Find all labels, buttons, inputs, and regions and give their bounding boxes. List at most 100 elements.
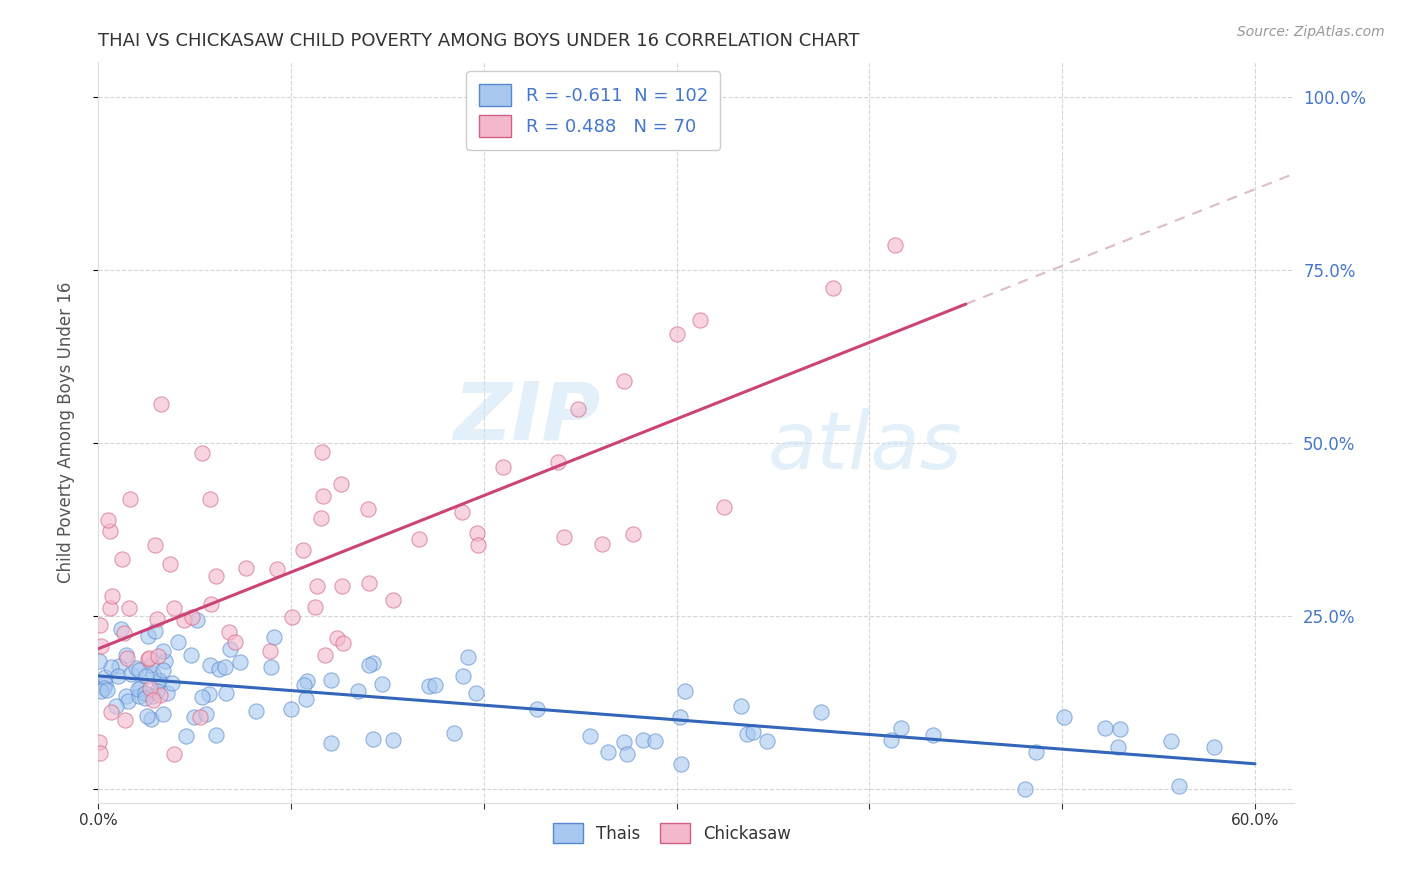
- Thais: [228, 655, 250, 669]
- Thais: [135, 708, 157, 723]
- Chickasaw: [143, 538, 166, 552]
- Thais: [668, 710, 690, 724]
- Chickasaw: [163, 601, 186, 615]
- Chickasaw: [613, 375, 636, 389]
- Thais: [292, 678, 315, 692]
- Chickasaw: [666, 327, 689, 342]
- Chickasaw: [218, 624, 240, 639]
- Text: Source: ZipAtlas.com: Source: ZipAtlas.com: [1237, 25, 1385, 39]
- Thais: [363, 732, 385, 747]
- Chickasaw: [101, 590, 124, 604]
- Thais: [180, 648, 202, 663]
- Chickasaw: [188, 710, 211, 724]
- Chickasaw: [326, 631, 349, 645]
- Thais: [363, 656, 385, 670]
- Thais: [810, 705, 832, 719]
- Thais: [155, 654, 177, 668]
- Chickasaw: [98, 601, 121, 615]
- Thais: [94, 670, 117, 684]
- Chickasaw: [173, 613, 195, 627]
- Thais: [128, 663, 150, 677]
- Thais: [190, 690, 212, 705]
- Chickasaw: [87, 735, 110, 749]
- Thais: [139, 712, 162, 726]
- Thais: [214, 660, 236, 674]
- Thais: [114, 689, 136, 703]
- Thais: [880, 732, 903, 747]
- Chickasaw: [159, 557, 181, 571]
- Thais: [143, 624, 166, 638]
- Chickasaw: [181, 610, 204, 624]
- Thais: [423, 678, 446, 692]
- Thais: [183, 709, 205, 723]
- Thais: [1107, 739, 1129, 754]
- Chickasaw: [200, 597, 222, 611]
- Thais: [186, 613, 208, 627]
- Chickasaw: [163, 747, 186, 762]
- Chickasaw: [314, 648, 336, 663]
- Thais: [457, 649, 479, 664]
- Chickasaw: [138, 681, 160, 696]
- Chickasaw: [330, 579, 353, 593]
- Thais: [174, 729, 197, 743]
- Thais: [108, 658, 131, 673]
- Thais: [673, 684, 696, 698]
- Thais: [671, 756, 693, 771]
- Chickasaw: [118, 491, 141, 506]
- Thais: [1160, 734, 1182, 748]
- Thais: [263, 630, 285, 644]
- Chickasaw: [883, 238, 905, 252]
- Chickasaw: [381, 593, 404, 607]
- Thais: [204, 728, 226, 742]
- Thais: [167, 634, 190, 648]
- Thais: [357, 658, 380, 673]
- Thais: [160, 675, 183, 690]
- Thais: [110, 622, 132, 636]
- Chickasaw: [547, 454, 569, 468]
- Thais: [156, 686, 179, 700]
- Chickasaw: [112, 626, 135, 640]
- Thais: [208, 662, 231, 676]
- Thais: [596, 745, 619, 759]
- Chickasaw: [553, 530, 575, 544]
- Chickasaw: [281, 610, 304, 624]
- Text: THAI VS CHICKASAW CHILD POVERTY AMONG BOYS UNDER 16 CORRELATION CHART: THAI VS CHICKASAW CHILD POVERTY AMONG BO…: [98, 32, 860, 50]
- Chickasaw: [357, 576, 380, 591]
- Chickasaw: [567, 402, 589, 417]
- Thais: [319, 736, 342, 750]
- Thais: [198, 658, 221, 673]
- Chickasaw: [111, 552, 134, 566]
- Chickasaw: [149, 688, 172, 702]
- Thais: [1053, 710, 1076, 724]
- Chickasaw: [100, 705, 122, 719]
- Chickasaw: [142, 693, 165, 707]
- Legend: Thais, Chickasaw: Thais, Chickasaw: [546, 816, 799, 850]
- Thais: [96, 683, 118, 698]
- Chickasaw: [235, 561, 257, 575]
- Chickasaw: [329, 477, 352, 491]
- Thais: [245, 704, 267, 718]
- Chickasaw: [592, 537, 614, 551]
- Chickasaw: [98, 524, 121, 538]
- Thais: [152, 663, 174, 677]
- Thais: [418, 679, 440, 693]
- Chickasaw: [291, 542, 314, 557]
- Thais: [115, 648, 138, 663]
- Chickasaw: [204, 569, 226, 583]
- Chickasaw: [304, 599, 326, 614]
- Chickasaw: [311, 445, 333, 459]
- Chickasaw: [136, 651, 159, 665]
- Thais: [382, 732, 405, 747]
- Chickasaw: [621, 526, 644, 541]
- Thais: [90, 683, 112, 698]
- Thais: [464, 686, 486, 700]
- Thais: [319, 673, 342, 687]
- Thais: [94, 676, 117, 690]
- Thais: [139, 658, 162, 673]
- Chickasaw: [150, 397, 173, 411]
- Thais: [921, 728, 943, 742]
- Thais: [93, 681, 115, 696]
- Thais: [1109, 722, 1132, 736]
- Thais: [737, 726, 759, 740]
- Thais: [152, 707, 174, 722]
